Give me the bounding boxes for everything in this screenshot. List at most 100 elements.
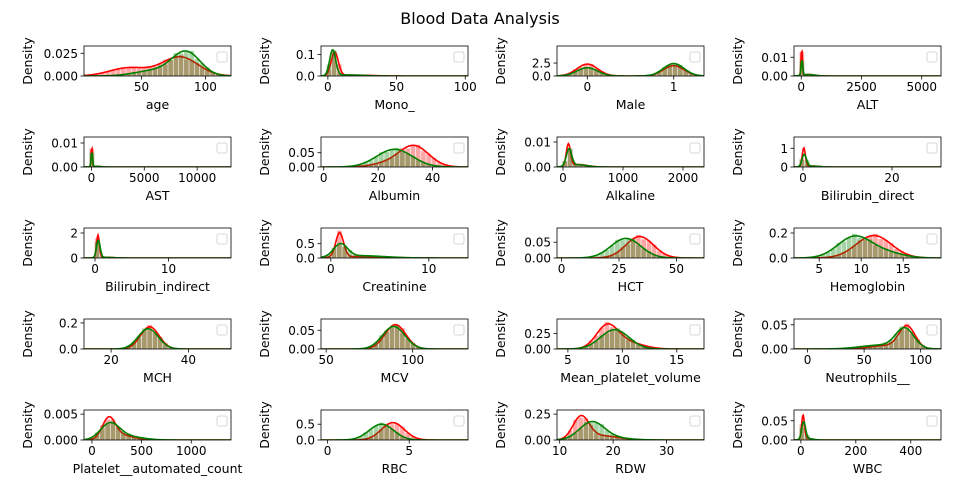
kde-curve: [794, 146, 941, 167]
y-axis-label: Density: [257, 37, 272, 85]
histogram-bar: [820, 254, 826, 258]
histogram-bar: [400, 152, 405, 167]
histogram-bar: [883, 248, 889, 258]
histogram-bar: [94, 242, 100, 258]
histogram-bar: [400, 426, 405, 440]
histogram-bar: [667, 65, 673, 76]
kde-curve: [84, 421, 231, 440]
histogram-bar: [894, 253, 899, 258]
histogram-bar: [615, 435, 620, 440]
histogram-bar: [583, 64, 589, 76]
y-tick-label: 0.0: [769, 252, 788, 266]
histogram-bar: [136, 438, 142, 440]
histogram-bar: [573, 71, 578, 76]
histogram-bar: [373, 163, 379, 167]
histogram-bar: [620, 333, 625, 349]
histogram-bar: [615, 252, 620, 258]
x-tick-label: 5000: [129, 171, 160, 185]
x-tick-label: 10: [161, 262, 176, 276]
histogram-bar: [573, 419, 578, 440]
histogram-bar: [599, 71, 604, 76]
histogram-bar: [873, 346, 878, 349]
histogram-bar: [352, 254, 358, 258]
histogram-bar: [615, 437, 620, 440]
y-tick-label: 0.5: [296, 418, 315, 432]
axes-frame: [793, 136, 942, 168]
histogram-bar: [368, 346, 374, 349]
histogram-bar: [636, 344, 641, 349]
histogram-bar: [609, 436, 615, 440]
axes-frame: [320, 318, 469, 350]
histogram-bar: [89, 152, 95, 167]
axes-frame: [556, 45, 705, 77]
y-tick-label: 1: [780, 142, 788, 156]
histogram-bar: [121, 68, 126, 76]
x-axis-label: Bilirubin_indirect: [105, 279, 210, 294]
histogram-bar: [126, 67, 131, 76]
histogram-bar: [646, 240, 652, 258]
x-tick-label: 0: [324, 444, 332, 458]
histogram-bar: [594, 68, 599, 76]
histogram-bar: [846, 250, 852, 258]
plot-area: [557, 414, 704, 440]
figure-title: Blood Data Analysis: [400, 9, 559, 28]
histogram-bar: [415, 144, 421, 167]
histogram-bar: [131, 436, 137, 440]
y-tick-label: 0.01: [761, 51, 788, 65]
histogram-bar: [862, 239, 868, 258]
legend-box: [926, 142, 938, 154]
legend-box: [689, 324, 701, 336]
histogram-bar: [899, 326, 904, 349]
histogram-bar: [105, 419, 110, 440]
kde-curve: [321, 325, 468, 349]
plot-area: [557, 142, 704, 167]
kde-curve: [794, 420, 941, 440]
plot-area: [321, 421, 468, 440]
kde-curve: [557, 147, 704, 167]
histogram-bar: [857, 240, 862, 258]
histogram-bar: [672, 64, 678, 76]
histogram-bar: [594, 70, 599, 76]
histogram-bar: [126, 345, 131, 349]
axes-frame: [556, 409, 705, 441]
histogram-bar: [567, 435, 573, 440]
histogram-bar: [630, 238, 636, 258]
histogram-bar: [410, 436, 416, 440]
histogram-bar: [337, 244, 342, 258]
histogram-bar: [672, 66, 678, 76]
x-tick-label: 100: [401, 353, 424, 367]
axes-frame: [793, 227, 942, 259]
y-tick-label: 2.5: [532, 57, 551, 71]
histogram-bar: [168, 347, 173, 349]
y-tick-label: 0.0: [532, 70, 551, 84]
x-tick-label: 40: [425, 171, 440, 185]
kde-curve: [84, 232, 231, 258]
histogram-bar: [415, 347, 421, 349]
axes-frame: [83, 136, 232, 168]
x-tick-label: 100: [909, 353, 932, 367]
histogram-bar: [384, 159, 389, 167]
histogram-bar: [326, 64, 332, 76]
kde-curve: [321, 323, 468, 349]
x-tick-label: 0: [558, 262, 566, 276]
histogram-bar: [599, 335, 604, 349]
histogram-bar: [625, 340, 631, 349]
x-tick-label: 400: [899, 444, 922, 458]
histogram-bar: [163, 343, 168, 349]
histogram-bar: [688, 72, 694, 76]
histogram-bar: [163, 59, 168, 76]
histogram-bar: [410, 155, 416, 167]
axes-frame: [793, 45, 942, 77]
histogram-bar: [342, 247, 347, 258]
histogram-bar: [131, 436, 137, 440]
y-tick-label: 0.00: [524, 434, 551, 448]
histogram-bar: [373, 342, 379, 349]
y-tick-label: 0.01: [524, 136, 551, 150]
histogram-bar: [688, 73, 694, 76]
histogram-bar: [189, 60, 194, 76]
histogram-bar: [862, 238, 868, 258]
histogram-bar: [588, 344, 594, 349]
y-tick-label: 0.025: [44, 47, 78, 61]
histogram-bar: [878, 239, 883, 258]
histogram-bar: [841, 241, 847, 258]
